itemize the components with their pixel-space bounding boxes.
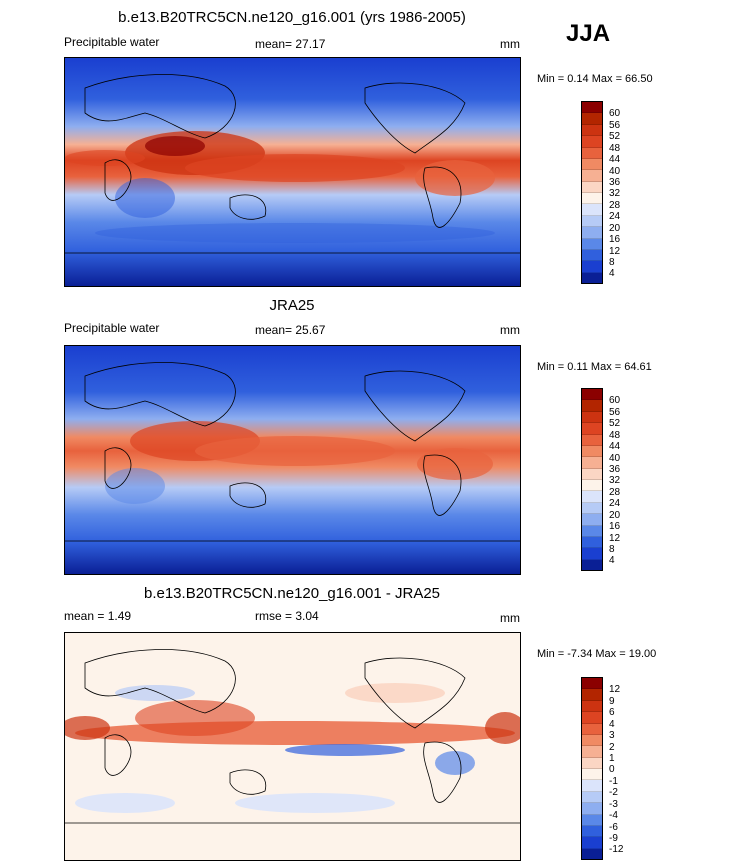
panel2-tick: 40 — [609, 453, 621, 464]
panel1-tick: 8 — [609, 257, 615, 268]
panel3-units: mm — [500, 611, 520, 625]
panel2-title: JRA25 — [269, 297, 315, 314]
panel3-tick: -9 — [609, 833, 618, 844]
panel3-tick: 0 — [609, 764, 615, 775]
panel2-tick: 4 — [609, 555, 615, 566]
panel1-tick: 24 — [609, 211, 621, 222]
panel2-tick: 12 — [609, 533, 621, 544]
panel3-tick: 4 — [609, 719, 615, 730]
panel1-mean: mean= 27.17 — [255, 37, 326, 51]
panel3-tick: -12 — [609, 844, 624, 855]
panel2-tick: 44 — [609, 441, 621, 452]
panel1-tick: 48 — [609, 143, 621, 154]
panel1-map-field — [65, 58, 520, 286]
panel2-tick: 56 — [609, 407, 621, 418]
panel2-tick: 32 — [609, 475, 621, 486]
panel1-tick: 56 — [609, 120, 621, 131]
panel1-units: mm — [500, 37, 520, 51]
panel1-title: b.e13.B20TRC5CN.ne120_g16.001 (yrs 1986-… — [118, 9, 466, 26]
panel1-tick: 52 — [609, 131, 621, 142]
panel3-tick: 2 — [609, 742, 615, 753]
panel2-tick: 16 — [609, 521, 621, 532]
season-label: JJA — [566, 20, 611, 47]
panel1-minmax: Min = 0.14 Max = 66.50 — [537, 73, 653, 85]
panel3-tick: -6 — [609, 822, 618, 833]
panel1-tick: 12 — [609, 246, 621, 257]
panel3-tick: 9 — [609, 696, 615, 707]
panel3-mean: mean = 1.49 — [64, 609, 132, 623]
panel3-title: b.e13.B20TRC5CN.ne120_g16.001 - JRA25 — [143, 585, 441, 602]
panel1-tick: 40 — [609, 166, 621, 177]
panel2-minmax: Min = 0.11 Max = 64.61 — [537, 361, 652, 373]
panel1-colorbar — [581, 101, 603, 284]
panel1-tick: 36 — [609, 177, 621, 188]
panel3-tick: 12 — [609, 684, 621, 695]
panel1-tick: 28 — [609, 200, 621, 211]
panel3-tick: -4 — [609, 810, 618, 821]
panel2-map — [64, 345, 521, 575]
panel2-tick: 60 — [609, 395, 621, 406]
panel1-tick: 32 — [609, 188, 621, 199]
panel3-colorbar — [581, 677, 603, 860]
panel2-tick: 36 — [609, 464, 621, 475]
panel3-tick: -3 — [609, 799, 618, 810]
panel3-tick: -1 — [609, 776, 618, 787]
panel1-tick: 4 — [609, 268, 615, 279]
panel3-map-field — [65, 633, 520, 860]
panel3-rmse: rmse = 3.04 — [255, 609, 319, 623]
panel2-tick: 24 — [609, 498, 621, 509]
panel1-tick: 16 — [609, 234, 621, 245]
panel1-tick: 44 — [609, 154, 621, 165]
panel2-tick: 52 — [609, 418, 621, 429]
panel3-tick: 3 — [609, 730, 615, 741]
panel2-units: mm — [500, 323, 520, 337]
panel1-map — [64, 57, 521, 287]
panel2-tick: 8 — [609, 544, 615, 555]
panel3-minmax: Min = -7.34 Max = 19.00 — [537, 648, 657, 660]
panel1-variable-label: Precipitable water — [64, 35, 160, 49]
panel1-tick: 20 — [609, 223, 621, 234]
panel3-tick: 6 — [609, 707, 615, 718]
panel3-map — [64, 632, 521, 861]
panel2-variable-label: Precipitable water — [64, 321, 160, 335]
panel2-tick: 48 — [609, 430, 621, 441]
panel2-mean: mean= 25.67 — [255, 323, 326, 337]
panel3-tick: -2 — [609, 787, 618, 798]
panel3-tick: 1 — [609, 753, 615, 764]
panel2-tick: 20 — [609, 510, 621, 521]
panel2-map-field — [65, 346, 520, 574]
panel2-tick: 28 — [609, 487, 621, 498]
panel1-tick: 60 — [609, 108, 621, 119]
panel2-colorbar — [581, 388, 603, 571]
